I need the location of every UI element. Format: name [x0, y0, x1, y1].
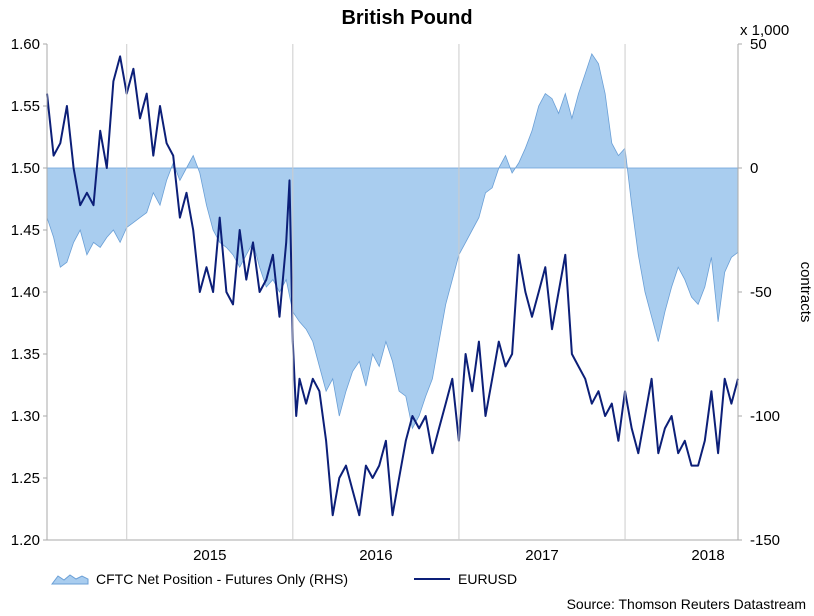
- left-tick-label: 1.20: [11, 532, 40, 549]
- right-tick-label: -100: [750, 408, 780, 425]
- right-tick-label: -50: [750, 284, 772, 301]
- left-tick-label: 1.25: [11, 470, 40, 487]
- left-tick-label: 1.35: [11, 346, 40, 363]
- area-series-cftc: [46, 53, 739, 430]
- x-tick-label: 2015: [193, 547, 226, 564]
- legend: CFTC Net Position - Futures Only (RHS) E…: [51, 571, 517, 587]
- legend-line-label: EURUSD: [458, 571, 517, 587]
- x-tick-label: 2017: [525, 547, 558, 564]
- line-layer: [46, 55, 739, 517]
- legend-item-area: CFTC Net Position - Futures Only (RHS): [51, 571, 348, 587]
- right-tick-label: 50: [750, 36, 767, 53]
- legend-area-swatch: [51, 574, 89, 585]
- left-tick-label: 1.55: [11, 98, 40, 115]
- left-tick-label: 1.45: [11, 222, 40, 239]
- x-tick-label: 2016: [359, 547, 392, 564]
- left-axis-ticks: 1.20 1.25 1.30 1.35 1.40 1.45 1.50 1.55 1.60: [11, 36, 47, 549]
- right-tick-label: 0: [750, 160, 758, 177]
- left-tick-label: 1.30: [11, 408, 40, 425]
- right-axis-ticks: 50 0 -50 -100 -150: [738, 36, 780, 549]
- right-tick-label: -150: [750, 532, 780, 549]
- left-tick-label: 1.60: [11, 36, 40, 53]
- right-axis-label: contracts: [797, 262, 814, 323]
- legend-item-line: EURUSD: [414, 571, 517, 587]
- plot-area: [46, 53, 739, 517]
- left-tick-label: 1.40: [11, 284, 40, 301]
- x-axis-ticks: 2015 2016 2017 2018: [126, 44, 725, 564]
- left-tick-label: 1.50: [11, 160, 40, 177]
- x-tick-label: 2018: [691, 547, 724, 564]
- line-series-eurusd: [46, 55, 739, 517]
- chart-title: British Pound: [341, 7, 472, 29]
- source-note: Source: Thomson Reuters Datastream: [567, 596, 806, 612]
- legend-area-label: CFTC Net Position - Futures Only (RHS): [96, 571, 348, 587]
- area-layer: [46, 53, 739, 430]
- right-axis-unit: x 1,000: [740, 22, 789, 39]
